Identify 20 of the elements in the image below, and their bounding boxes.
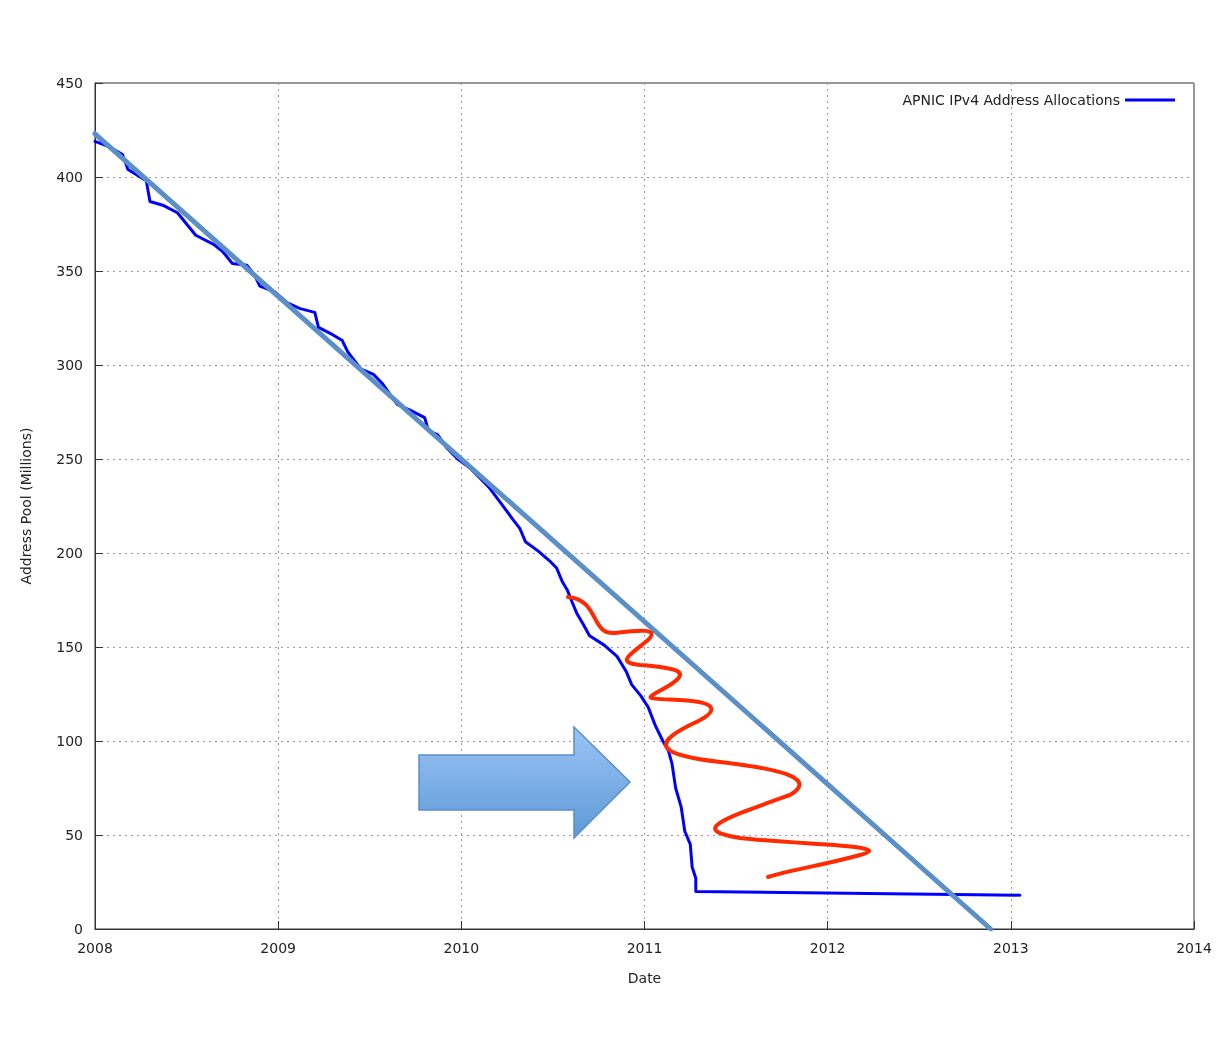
x-tick-label: 2011 [626,940,663,956]
y-tick-label: 150 [56,639,83,655]
x-tick-label: 2010 [443,940,480,956]
x-axis-title: Date [627,970,662,986]
x-tick-label: 2009 [260,940,296,956]
x-tick-label: 2014 [1176,940,1212,956]
x-tick-label: 2008 [77,940,113,956]
y-tick-label: 250 [56,451,83,467]
y-axis-title: Address Pool (Millions) [18,427,34,585]
x-tick-label: 2012 [809,940,846,956]
y-tick-label: 200 [56,545,83,561]
x-tick-label: 2013 [993,940,1029,956]
y-tick-label: 450 [56,75,83,91]
y-tick-label: 300 [56,357,83,373]
y-tick-label: 50 [65,827,83,843]
y-tick-label: 100 [56,733,83,749]
legend-label: APNIC IPv4 Address Allocations [902,92,1120,108]
y-tick-label: 350 [56,263,83,279]
y-tick-label: 400 [56,169,83,185]
y-tick-label: 0 [74,921,83,937]
